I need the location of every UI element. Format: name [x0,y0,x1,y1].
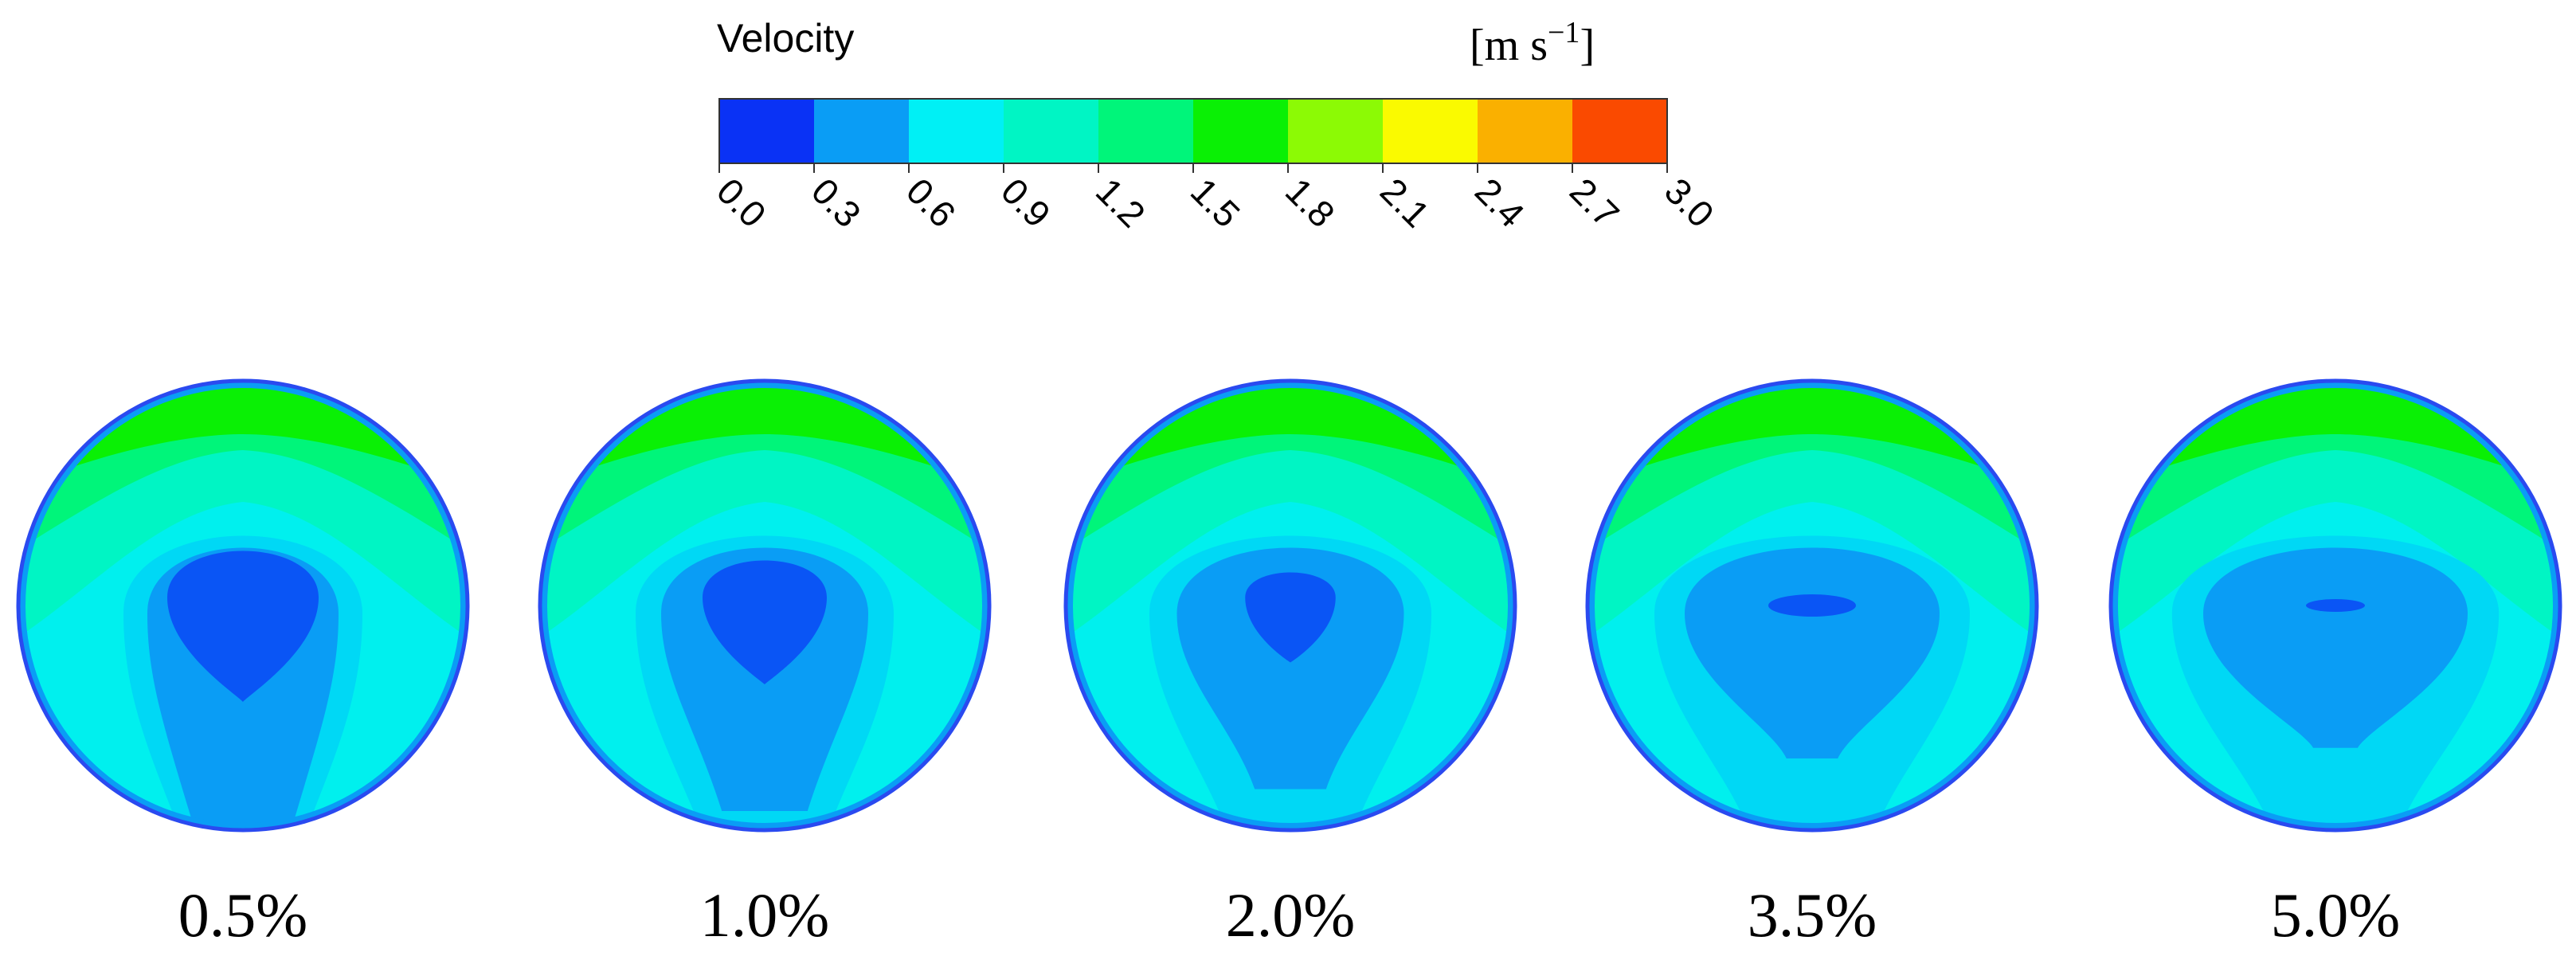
velocity-band-0-3 [1685,547,1940,758]
legend-unit-close: ] [1580,21,1595,70]
legend-tick-label-7: 2.1 [1372,170,1438,235]
contour-cases: 0.5% 1.0% 2.0% 3.5% 5.0% [16,378,2562,950]
velocity-band-0-3 [1176,547,1404,790]
legend-band-6 [1288,99,1384,163]
near-wall-layer [2112,382,2559,829]
legend-band-2 [909,99,1004,163]
legend-tick-label-5: 1.5 [1183,170,1248,235]
velocity-legend: Velocity [m s−1] 0.0 0.3 0.6 0.9 1.2 1.5 1.8 2.… [709,16,1722,235]
near-wall-layer [541,382,989,829]
legend-tick-label-4: 1.2 [1088,170,1153,235]
case-label-3: 3.5% [1748,880,1877,950]
pipe-wall [1063,378,1517,833]
contour-case-4: 5.0% [2108,378,2562,950]
low-velocity-core [1245,572,1336,663]
legend-band-4 [1098,99,1194,163]
legend-ticks: 0.0 0.3 0.6 0.9 1.2 1.5 1.8 2.1 2.4 2.7 3.0 [709,163,1722,235]
legend-band-5 [1193,99,1289,163]
legend-unit-exponent: −1 [1548,16,1580,49]
legend-unit-base: [m s [1470,21,1548,70]
legend-tick-label-3: 0.9 [993,170,1059,235]
legend-tick-label-2: 0.6 [898,170,964,235]
case-label-4: 5.0% [2271,880,2400,950]
low-velocity-core [703,560,827,684]
case-label-2: 2.0% [1226,880,1355,950]
legend-title: Velocity [717,16,854,61]
legend-tick-label-6: 1.8 [1278,170,1343,235]
legend-band-7 [1383,99,1478,163]
legend-band-0 [719,99,815,163]
legend-band-1 [814,99,910,163]
near-wall-layer [1067,382,1514,829]
low-velocity-core [1768,594,1856,617]
velocity-band-0-3 [2203,547,2468,748]
pipe-wall [1585,378,2039,833]
contour-case-3: 3.5% [1585,378,2039,950]
contour-case-0: 0.5% [16,378,470,950]
pipe-wall [16,378,470,833]
contour-case-1: 1.0% [538,378,992,950]
legend-unit: [m s−1] [1470,16,1595,70]
legend-band-9 [1572,99,1668,163]
case-label-0: 0.5% [178,880,307,950]
near-wall-layer [1588,382,2036,829]
legend-band-3 [1004,99,1099,163]
contour-case-2: 2.0% [1063,378,1517,950]
low-velocity-core [167,551,319,702]
legend-band-8 [1478,99,1573,163]
case-label-1: 1.0% [700,880,829,950]
legend-tick-label-10: 3.0 [1657,170,1722,235]
pipe-wall [2108,378,2562,833]
legend-tick-label-1: 0.3 [804,170,869,235]
pipe-wall [538,378,992,833]
legend-tick-label-0: 0.0 [709,170,774,235]
low-velocity-core [2306,599,2365,612]
legend-tick-label-8: 2.4 [1467,170,1533,235]
legend-tick-label-9: 2.7 [1562,170,1627,235]
near-wall-layer [19,382,467,829]
legend-color-bands [719,99,1668,163]
